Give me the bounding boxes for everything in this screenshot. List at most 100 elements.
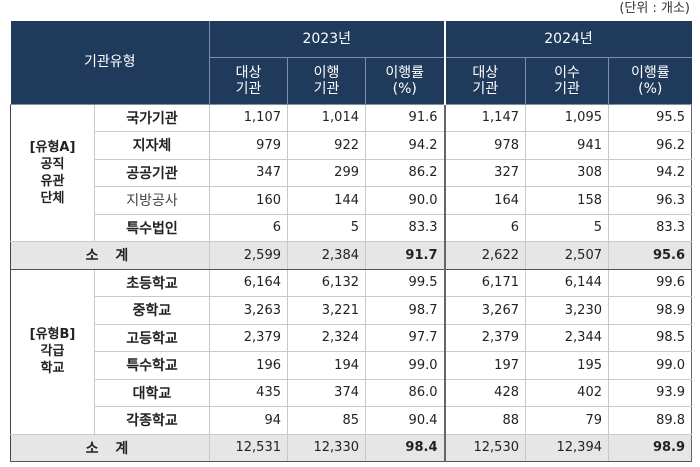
table-cell: 5 xyxy=(287,214,366,242)
table-cell: 90.4 xyxy=(365,406,445,435)
table-cell: 979 xyxy=(209,131,288,160)
table-cell: 308 xyxy=(525,159,609,187)
table-cell: 3,221 xyxy=(287,296,366,325)
table-cell: 86.2 xyxy=(365,159,445,187)
table-cell: 2,344 xyxy=(525,324,609,352)
table-cell: 89.8 xyxy=(607,406,693,435)
table-cell: 90.0 xyxy=(365,186,445,215)
table-cell: 347 xyxy=(209,159,288,187)
header-2023-rate: 이행률 (%) xyxy=(365,57,445,105)
row-label: 공공기관 xyxy=(94,159,210,187)
table-cell: 2,324 xyxy=(287,324,366,352)
group-label-b: [유형B] 각급 학교 xyxy=(10,269,95,435)
table-cell: 5 xyxy=(525,214,609,242)
table-cell: 6,144 xyxy=(525,269,609,297)
table-cell: 6 xyxy=(209,214,288,242)
row-label: 중학교 xyxy=(94,296,210,325)
table-cell: 96.2 xyxy=(607,131,693,160)
table-cell: 941 xyxy=(525,131,609,160)
table-cell: 3,267 xyxy=(443,296,526,325)
table-cell: 88 xyxy=(443,406,526,435)
table-cell: 99.0 xyxy=(607,351,693,380)
header-2023-done: 이행 기관 xyxy=(287,57,366,105)
table-cell: 98.9 xyxy=(607,433,693,462)
header-2024-target: 대상 기관 xyxy=(443,57,526,105)
table-row: 특수법인 6 5 83.3 6 5 83.3 xyxy=(11,214,693,242)
header-2023-target: 대상 기관 xyxy=(209,57,288,105)
header-year-2023: 2023년 xyxy=(209,21,445,58)
row-label: 특수법인 xyxy=(94,214,210,242)
row-label: 각종학교 xyxy=(94,406,210,435)
table-cell: 144 xyxy=(287,186,366,215)
table-cell: 12,394 xyxy=(525,433,609,462)
table-cell: 99.5 xyxy=(365,269,445,297)
table-header: 기관유형 2023년 2024년 대상 기관 이행 기관 이행률 (%) 대상 기관 이… xyxy=(10,21,692,105)
table-cell: 1,107 xyxy=(209,104,288,132)
table-cell: 6,164 xyxy=(209,269,288,297)
table-cell: 402 xyxy=(525,379,609,407)
table-cell: 196 xyxy=(209,351,288,380)
table-cell: 93.9 xyxy=(607,379,693,407)
table-cell: 2,622 xyxy=(443,241,526,270)
table-row: 각종학교 94 85 90.4 88 79 89.8 xyxy=(11,406,693,435)
subtotal-row: 소 계 2,599 2,384 91.7 2,622 2,507 95.6 xyxy=(10,241,693,270)
header-institution-type: 기관유형 xyxy=(10,21,210,105)
table-cell: 2,507 xyxy=(525,241,609,270)
table-cell: 2,384 xyxy=(287,241,366,270)
table-cell: 6,132 xyxy=(287,269,366,297)
table-row: 고등학교 2,379 2,324 97.7 2,379 2,344 98.5 xyxy=(11,324,693,352)
table-cell: 2,599 xyxy=(209,241,288,270)
table-cell: 12,531 xyxy=(209,433,288,462)
table-row: 공공기관 347 299 86.2 327 308 94.2 xyxy=(11,159,693,187)
table-cell: 327 xyxy=(443,159,526,187)
table-cell: 94.2 xyxy=(607,159,693,187)
header-2024-done: 이수 기관 xyxy=(525,57,609,105)
table-cell: 1,147 xyxy=(443,104,526,132)
table-cell: 922 xyxy=(287,131,366,160)
table-row: 특수학교 196 194 99.0 197 195 99.0 xyxy=(11,351,693,380)
table-cell: 978 xyxy=(443,131,526,160)
table-cell: 3,263 xyxy=(209,296,288,325)
table-cell: 194 xyxy=(287,351,366,380)
table-row: 지방공사 160 144 90.0 164 158 96.3 xyxy=(11,186,693,215)
table-cell: 164 xyxy=(443,186,526,215)
table-cell: 94.2 xyxy=(365,131,445,160)
group-label-a: [유형A] 공직 유관 단체 xyxy=(10,104,95,242)
table-cell: 79 xyxy=(525,406,609,435)
institution-table: 기관유형 2023년 2024년 대상 기관 이행 기관 이행률 (%) 대상 기관 이… xyxy=(10,21,693,462)
table-cell: 83.3 xyxy=(365,214,445,242)
table-cell: 197 xyxy=(443,351,526,380)
subtotal-row: 소 계 12,531 12,330 98.4 12,530 12,394 98.9 xyxy=(10,433,693,462)
table-cell: 91.6 xyxy=(365,104,445,132)
table-cell: 2,379 xyxy=(443,324,526,352)
table-row: 중학교 3,263 3,221 98.7 3,267 3,230 98.9 xyxy=(11,296,693,325)
row-label: 지방공사 xyxy=(94,186,210,215)
table-cell: 158 xyxy=(525,186,609,215)
table-cell: 95.5 xyxy=(607,104,693,132)
table-row: [유형A] 공직 유관 단체 국가기관 1,107 1,014 91.6 1,147 1,095 9… xyxy=(10,104,693,242)
table-cell: 95.6 xyxy=(607,241,693,270)
table-cell: 195 xyxy=(525,351,609,380)
row-label: 특수학교 xyxy=(94,351,210,380)
table-cell: 374 xyxy=(287,379,366,407)
table-cell: 99.6 xyxy=(607,269,693,297)
row-label: 고등학교 xyxy=(94,324,210,352)
subtotal-label: 소 계 xyxy=(10,433,210,462)
table-cell: 3,230 xyxy=(525,296,609,325)
table-cell: 299 xyxy=(287,159,366,187)
header-year-2024: 2024년 xyxy=(443,21,692,58)
subtotal-label: 소 계 xyxy=(10,241,210,270)
table-cell: 91.7 xyxy=(365,241,445,270)
table-cell: 12,530 xyxy=(443,433,526,462)
table-cell: 98.5 xyxy=(607,324,693,352)
table-cell: 6,171 xyxy=(443,269,526,297)
table-cell: 435 xyxy=(209,379,288,407)
table-cell: 86.0 xyxy=(365,379,445,407)
table-row: [유형B] 각급 학교 초등학교 6,164 6,132 99.5 6,171 6,144 99.… xyxy=(10,269,693,435)
table-cell: 160 xyxy=(209,186,288,215)
header-2024-rate: 이행률 (%) xyxy=(607,57,692,105)
table-cell: 99.0 xyxy=(365,351,445,380)
table-cell: 428 xyxy=(443,379,526,407)
row-label: 초등학교 xyxy=(94,269,210,297)
table-cell: 12,330 xyxy=(287,433,366,462)
